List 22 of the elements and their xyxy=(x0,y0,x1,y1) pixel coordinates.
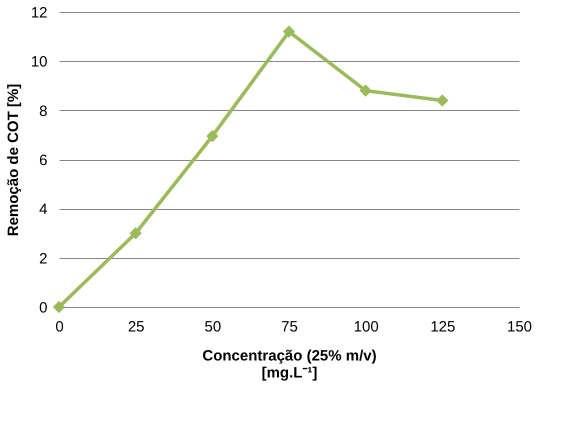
point xyxy=(130,227,142,240)
x-tick-label: 100 xyxy=(354,318,379,336)
y-tick-label: 6 xyxy=(39,152,48,169)
point xyxy=(52,300,66,314)
x-tick-label: 150 xyxy=(506,318,532,336)
point xyxy=(282,26,296,38)
y-tick-label: 4 xyxy=(39,201,48,218)
x-tick-label: 25 xyxy=(128,318,145,336)
y-axis-title: Remoção de COT [%] xyxy=(4,84,22,236)
x-tick-label: 50 xyxy=(204,318,222,336)
x-tick-label: 75 xyxy=(281,318,298,336)
x-tick-label: 0 xyxy=(55,318,64,336)
point xyxy=(360,84,372,97)
y-tick-label: 0 xyxy=(39,300,48,316)
y-tick-label: 10 xyxy=(30,54,48,71)
y-tick-label: 2 xyxy=(39,250,48,268)
y-tick-label: 12 xyxy=(30,4,48,22)
point xyxy=(206,130,218,142)
x-axis-title: Concentração (25% m/v) [mg.L⁻¹] xyxy=(202,348,377,382)
y-tick-label: 8 xyxy=(39,102,48,120)
x-tick-label: 125 xyxy=(430,318,456,336)
point xyxy=(436,94,448,107)
